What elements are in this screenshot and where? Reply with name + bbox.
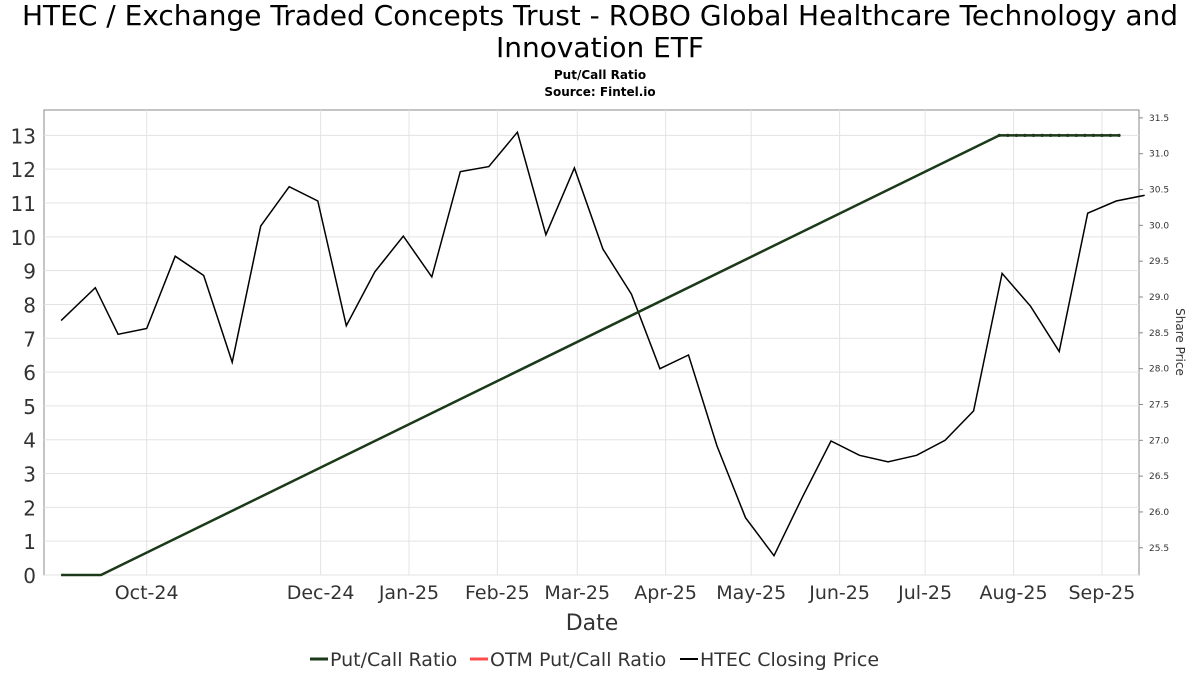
put-call-marker bbox=[1049, 133, 1053, 137]
put-call-marker bbox=[1117, 133, 1121, 137]
y-right-tick-label: 31.5 bbox=[1149, 114, 1169, 124]
put-call-marker bbox=[1006, 133, 1010, 137]
y-right-tick-label: 28.5 bbox=[1149, 329, 1169, 339]
put-call-marker bbox=[1057, 133, 1061, 137]
plot-area bbox=[43, 109, 1140, 576]
y-left-tick-label: 9 bbox=[23, 260, 36, 284]
put-call-marker bbox=[1031, 133, 1036, 137]
x-tick-label: Apr-25 bbox=[634, 582, 697, 604]
y-right-tick-label: 27.5 bbox=[1149, 400, 1169, 410]
y-left-tick-label: 1 bbox=[23, 530, 36, 554]
y-left-tick-label: 8 bbox=[23, 293, 36, 317]
y-right-tick-label: 28.0 bbox=[1149, 365, 1169, 375]
x-tick-label: Oct-24 bbox=[115, 582, 179, 604]
x-tick-label: Sep-25 bbox=[1069, 582, 1136, 604]
x-tick-label: Jul-25 bbox=[897, 582, 952, 604]
x-tick-label: May-25 bbox=[716, 582, 786, 604]
put-call-marker bbox=[1014, 133, 1018, 137]
y-left-tick-label: 2 bbox=[23, 496, 36, 520]
x-axis-label: Date bbox=[566, 611, 619, 636]
y-left-tick-label: 3 bbox=[23, 463, 36, 487]
put-call-marker bbox=[1023, 133, 1027, 137]
y-left-tick-label: 5 bbox=[23, 395, 36, 419]
y-right-tick-label: 29.0 bbox=[1149, 293, 1169, 303]
x-tick-label: Aug-25 bbox=[979, 582, 1047, 604]
y-left-tick-label: 7 bbox=[23, 327, 36, 351]
y-left-tick-label: 6 bbox=[23, 361, 36, 385]
y-right-tick-label: 30.5 bbox=[1149, 186, 1169, 196]
y-left-tick-label: 4 bbox=[23, 429, 36, 453]
y-right-tick-label: 26.0 bbox=[1149, 508, 1169, 518]
y-right-tick-label: 25.5 bbox=[1149, 544, 1169, 554]
put-call-marker bbox=[1100, 133, 1104, 137]
y-right-tick-label: 29.5 bbox=[1149, 257, 1169, 267]
chart-source: Source: Fintel.io bbox=[544, 85, 656, 99]
legend: Put/Call Ratio OTM Put/Call Ratio HTEC C… bbox=[310, 649, 879, 671]
y-left-tick-label: 12 bbox=[11, 158, 36, 182]
put-call-marker bbox=[997, 133, 1001, 137]
y-left-tick-label: 10 bbox=[11, 226, 36, 250]
y-left-tick-label: 13 bbox=[11, 124, 36, 148]
series-line-htec-closing-price bbox=[60, 130, 1145, 558]
legend-label-otm: OTM Put/Call Ratio bbox=[490, 649, 666, 671]
x-tick-label: Mar-25 bbox=[544, 582, 610, 604]
y-right-tick-label: 30.0 bbox=[1149, 221, 1169, 231]
y-left-tick-label: 11 bbox=[11, 192, 36, 216]
put-call-marker bbox=[1108, 133, 1113, 137]
series-lines bbox=[60, 130, 1145, 577]
right-axis-ticks: 25.5 26.0 26.5 27.0 27.5 28.0 28.5 29.0 29.5 30.0… bbox=[1139, 114, 1169, 554]
y-left-tick-label: 0 bbox=[23, 564, 36, 588]
put-call-marker bbox=[1091, 133, 1095, 137]
x-tick-label: Jan-25 bbox=[378, 582, 439, 604]
legend-label-put-call: Put/Call Ratio bbox=[330, 649, 457, 671]
y-right-tick-label: 27.0 bbox=[1149, 436, 1169, 446]
y-right-tick-label: 26.5 bbox=[1149, 472, 1169, 482]
x-axis-ticks: Oct-24 Dec-24 Jan-25 Feb-25 Mar-25 Apr-25 May-… bbox=[115, 582, 1136, 604]
grid-lines bbox=[44, 110, 1139, 576]
legend-label-price: HTEC Closing Price bbox=[700, 649, 879, 671]
x-tick-label: Dec-24 bbox=[287, 582, 355, 604]
chart-title: HTEC / Exchange Traded Concepts Trust - … bbox=[22, 0, 1178, 64]
put-call-marker bbox=[1074, 133, 1078, 137]
put-call-marker bbox=[1083, 133, 1087, 137]
right-axis-label: Share Price bbox=[1173, 308, 1187, 376]
put-call-marker bbox=[1066, 133, 1070, 137]
y-right-tick-label: 31.0 bbox=[1149, 150, 1169, 160]
x-tick-label: Jun-25 bbox=[808, 582, 870, 604]
chart-subtitle: Put/Call Ratio bbox=[553, 68, 647, 82]
put-call-marker bbox=[1040, 133, 1044, 137]
x-tick-label: Feb-25 bbox=[465, 582, 530, 604]
